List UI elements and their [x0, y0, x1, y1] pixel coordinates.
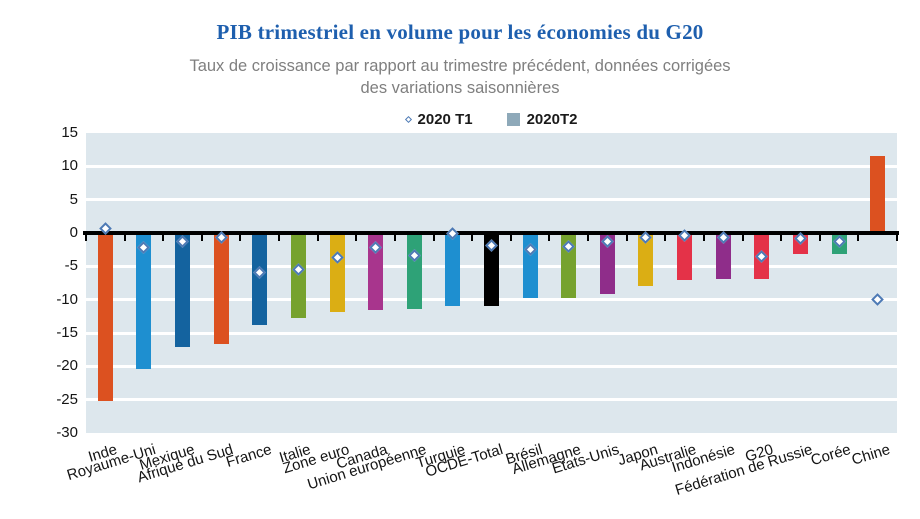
gridline--20 — [86, 364, 897, 368]
axis-tick — [625, 235, 628, 241]
axis-tick — [471, 235, 474, 241]
axis-tick — [85, 235, 87, 241]
bar-royaume-uni — [136, 233, 152, 369]
axis-tick — [432, 235, 435, 241]
marker-2020t1-zone-euro — [330, 251, 344, 265]
axis-tick — [741, 235, 744, 241]
axis-tick — [664, 235, 667, 241]
square-marker-icon — [506, 112, 520, 126]
bar-inde — [97, 233, 113, 401]
axis-tick — [509, 235, 512, 241]
chart-subtitle-line2: des variations saisonnières — [360, 79, 560, 97]
bar-chine — [870, 156, 886, 233]
axis-tick — [239, 235, 242, 241]
legend-label-t1: 2020 T1 — [417, 110, 473, 128]
axis-tick — [200, 235, 203, 241]
marker-2020t1-etats-unis — [600, 235, 614, 249]
bar-union-europeenne — [406, 233, 422, 309]
axis-tick — [780, 235, 783, 241]
bar-turquie — [445, 233, 461, 307]
axis-tick — [278, 235, 281, 241]
axis-tick — [548, 235, 551, 241]
marker-2020t1-japon — [639, 230, 653, 244]
y-axis-label--10: -10 — [56, 290, 78, 308]
legend: 2020 T1 2020T2 — [86, 109, 897, 129]
chart-subtitle-line1: Taux de croissance par rapport au trimes… — [189, 57, 731, 75]
axis-tick — [818, 235, 821, 241]
bar-italie — [290, 233, 306, 319]
marker-2020t1-turquie — [446, 227, 460, 241]
marker-2020t1-allemagne — [562, 239, 576, 253]
chart-subtitle: Taux de croissance par rapport au trimes… — [0, 55, 920, 99]
bar-france — [252, 233, 268, 325]
bar-indonesie — [715, 233, 731, 279]
x-axis-zero-line — [83, 231, 899, 235]
y-axis-label--15: -15 — [56, 324, 78, 341]
legend-item-2020-t1: 2020 T1 — [404, 110, 473, 128]
axis-tick — [857, 235, 860, 241]
bar-afrique-du-sud — [213, 233, 229, 344]
y-axis-label-5: 5 — [69, 190, 78, 208]
marker-2020t1-canada — [369, 240, 383, 254]
marker-2020t1-italie — [291, 262, 305, 276]
y-axis-label-10: 10 — [61, 157, 78, 175]
gridline--25 — [86, 398, 897, 402]
marker-2020t1-france — [253, 265, 267, 279]
marker-2020t1-federation-de-russie — [793, 231, 807, 245]
diamond-marker-icon — [404, 115, 412, 123]
marker-2020t1-mexique — [176, 234, 190, 248]
gridline--15 — [86, 331, 897, 335]
bar-japon — [638, 233, 654, 286]
legend-item-2020-t2: 2020T2 — [506, 110, 578, 128]
bar-etats-unis — [599, 233, 615, 294]
marker-2020t1-royaume-uni — [137, 241, 151, 255]
marker-2020t1-coree — [832, 235, 846, 249]
y-axis-label--20: -20 — [56, 357, 78, 375]
marker-2020t1-australie — [678, 228, 692, 242]
axis-tick — [896, 235, 898, 241]
chart-title: PIB trimestriel en volume pour les écono… — [216, 20, 704, 44]
bar-mexique — [175, 233, 191, 347]
marker-2020t1-bresil — [523, 243, 537, 257]
gridline-10 — [86, 164, 897, 168]
marker-2020t1-chine — [871, 293, 885, 307]
axis-tick — [702, 235, 705, 241]
y-axis-label-15: 15 — [61, 124, 78, 141]
bar-australie — [677, 233, 693, 280]
axis-tick — [587, 235, 590, 241]
bar-canada — [368, 233, 384, 310]
axis-tick — [123, 235, 126, 241]
y-axis-label--25: -25 — [56, 390, 78, 408]
x-axis-label-ocde-total: OCDE-Total — [423, 441, 506, 481]
marker-2020t1-indonesie — [716, 231, 730, 245]
marker-2020t1-union-europeenne — [407, 248, 421, 262]
x-axis-label-chine: Chine — [849, 441, 892, 469]
legend-label-t2: 2020T2 — [526, 110, 578, 128]
bar-zone-euro — [329, 233, 345, 312]
y-axis-label--30: -30 — [56, 424, 78, 441]
gridline-5 — [86, 198, 897, 202]
marker-2020t1-inde — [98, 221, 112, 235]
y-axis-label--5: -5 — [64, 257, 78, 275]
axis-tick — [355, 235, 358, 241]
x-axis-label-coree: Corée — [809, 441, 854, 470]
axis-tick — [393, 235, 396, 241]
marker-2020t1-g20 — [755, 249, 769, 263]
marker-2020t1-afrique-du-sud — [214, 230, 228, 244]
marker-2020t1-ocde-total — [485, 238, 499, 252]
axis-tick — [316, 235, 319, 241]
y-axis-label-0: 0 — [69, 224, 78, 241]
bar-ocde-total — [484, 233, 499, 306]
axis-tick — [162, 235, 165, 241]
